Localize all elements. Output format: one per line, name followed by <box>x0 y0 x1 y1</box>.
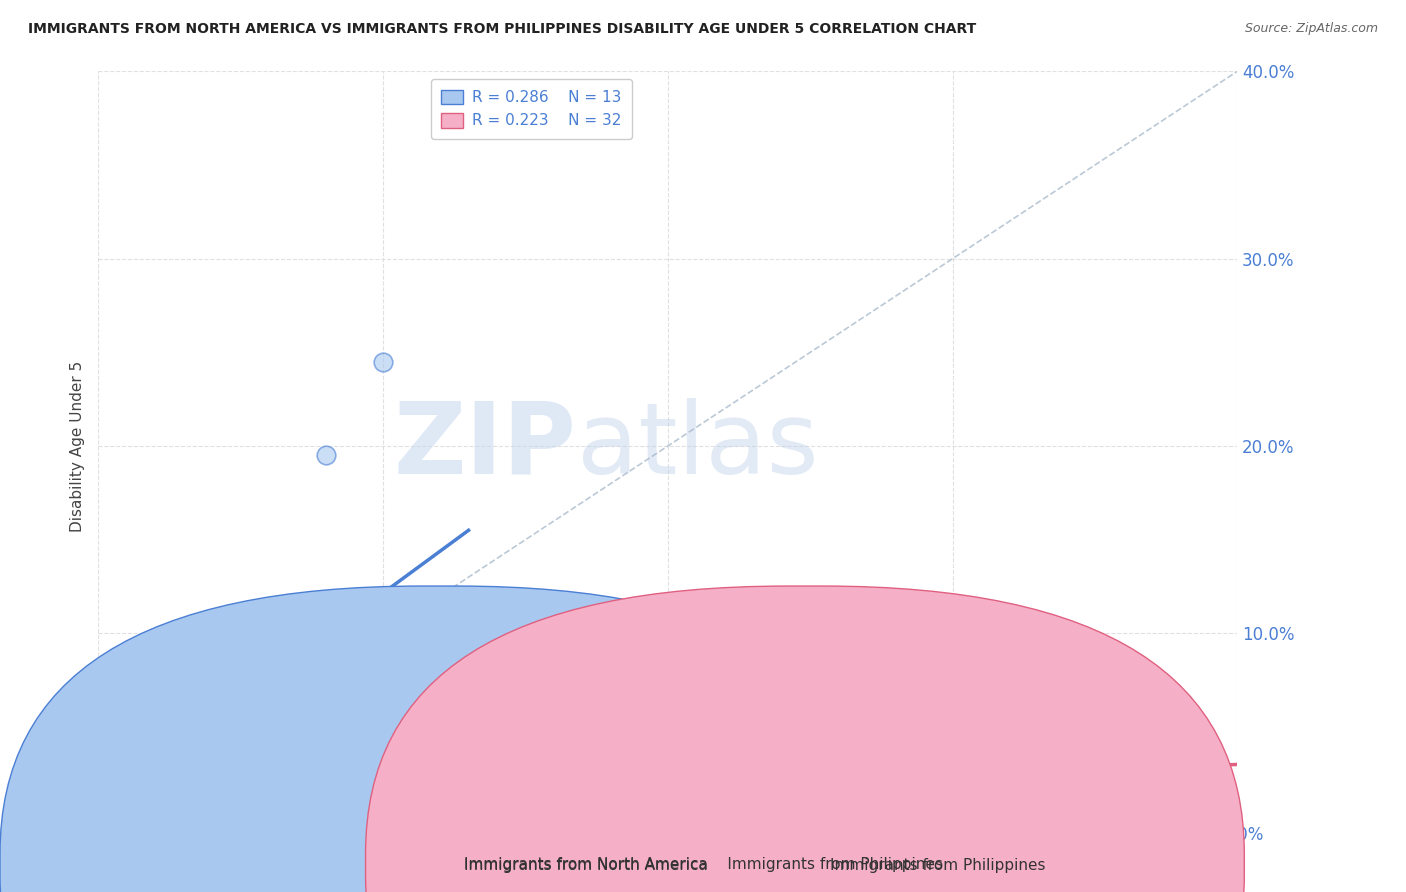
Point <box>259 805 281 819</box>
Text: atlas: atlas <box>576 398 818 494</box>
Point <box>115 805 138 819</box>
Point <box>115 805 138 819</box>
Point <box>373 805 395 819</box>
Point <box>145 645 167 659</box>
Point <box>159 805 181 819</box>
Point <box>315 805 337 819</box>
Point <box>107 805 129 819</box>
Point <box>287 805 309 819</box>
Text: Immigrants from Philippines: Immigrants from Philippines <box>830 858 1045 872</box>
Point <box>201 805 224 819</box>
Point <box>173 664 195 678</box>
Point <box>129 805 152 819</box>
Point <box>145 692 167 706</box>
Text: Immigrants from North America: Immigrants from North America <box>464 858 707 872</box>
Legend: R = 0.286    N = 13, R = 0.223    N = 32: R = 0.286 N = 13, R = 0.223 N = 32 <box>430 79 631 139</box>
Point <box>714 805 737 819</box>
Point <box>101 805 124 819</box>
Point <box>942 805 965 819</box>
Point <box>145 805 167 819</box>
Point <box>173 805 195 819</box>
Text: IMMIGRANTS FROM NORTH AMERICA VS IMMIGRANTS FROM PHILIPPINES DISABILITY AGE UNDE: IMMIGRANTS FROM NORTH AMERICA VS IMMIGRA… <box>28 22 976 37</box>
Point <box>187 795 209 809</box>
Point <box>96 805 118 819</box>
Point <box>628 805 651 819</box>
Point <box>159 655 181 669</box>
Point <box>101 795 124 809</box>
Point <box>259 673 281 688</box>
Point <box>457 701 479 715</box>
Point <box>201 805 224 819</box>
Point <box>129 805 152 819</box>
Text: Source: ZipAtlas.com: Source: ZipAtlas.com <box>1244 22 1378 36</box>
Point <box>486 701 509 715</box>
Point <box>229 645 252 659</box>
Point <box>173 795 195 809</box>
Point <box>229 805 252 819</box>
Point <box>315 449 337 463</box>
Text: Immigrants from North America    Immigrants from Philippines: Immigrants from North America Immigrants… <box>464 857 942 872</box>
Point <box>145 805 167 819</box>
Point <box>159 805 181 819</box>
Y-axis label: Disability Age Under 5: Disability Age Under 5 <box>69 360 84 532</box>
Point <box>129 805 152 819</box>
Point <box>173 805 195 819</box>
Point <box>215 805 238 819</box>
Point <box>187 805 209 819</box>
Point <box>273 805 295 819</box>
Point <box>243 805 266 819</box>
Point <box>600 701 623 715</box>
Point <box>373 355 395 369</box>
Point <box>115 805 138 819</box>
Point <box>201 655 224 669</box>
Point <box>187 673 209 688</box>
Text: ZIP: ZIP <box>394 398 576 494</box>
